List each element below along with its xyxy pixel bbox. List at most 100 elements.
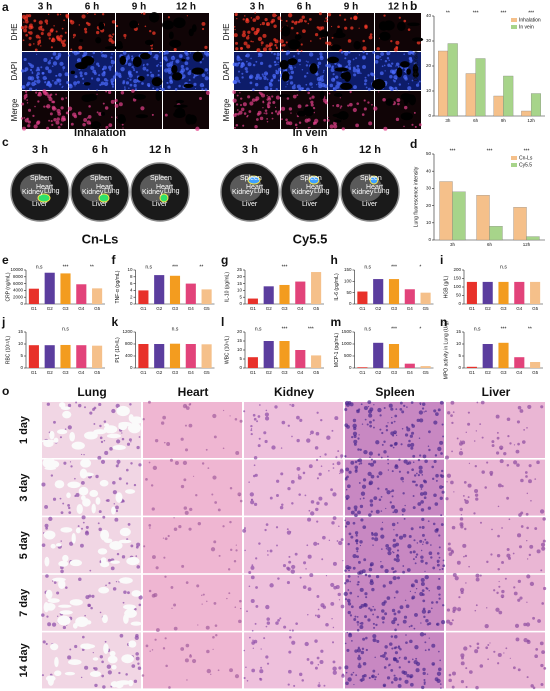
texture — [376, 615, 379, 619]
x-tick-label: 6h — [487, 242, 493, 247]
texture — [395, 117, 400, 121]
x-tick-label: G4 — [297, 306, 304, 311]
texture — [441, 423, 444, 426]
texture — [352, 418, 357, 423]
texture — [307, 61, 309, 63]
texture — [423, 491, 428, 496]
texture — [277, 79, 280, 82]
texture — [188, 423, 193, 428]
texture — [436, 622, 440, 626]
texture — [347, 602, 352, 606]
texture — [277, 61, 279, 63]
texture — [128, 87, 130, 89]
texture — [159, 87, 162, 90]
texture — [386, 676, 391, 680]
y-axis-label: TNF-α (pg/mL) — [115, 270, 121, 303]
texture — [417, 502, 422, 506]
significance: n.s — [364, 264, 371, 270]
texture — [363, 603, 368, 608]
texture — [370, 510, 373, 513]
texture — [264, 18, 268, 22]
panel-label: c — [2, 135, 9, 149]
texture — [86, 12, 89, 14]
texture — [506, 417, 511, 422]
significance: *** — [172, 264, 178, 270]
texture — [315, 507, 319, 512]
bar — [154, 344, 165, 368]
texture — [310, 511, 315, 516]
texture — [355, 542, 359, 545]
texture — [128, 438, 132, 442]
texture — [371, 78, 386, 90]
texture — [60, 123, 63, 126]
texture — [501, 596, 504, 599]
texture — [388, 663, 391, 667]
texture — [78, 577, 82, 581]
texture — [22, 86, 25, 89]
texture — [354, 531, 359, 535]
texture — [183, 506, 188, 510]
texture — [323, 684, 326, 687]
texture — [387, 455, 389, 458]
x-tick-label: 12h — [523, 242, 531, 247]
texture — [395, 554, 400, 559]
texture — [406, 568, 411, 572]
texture — [318, 682, 320, 684]
y-tick-label: 0 — [428, 237, 431, 242]
texture — [128, 679, 134, 687]
texture — [438, 593, 441, 596]
texture — [419, 492, 424, 496]
texture — [338, 599, 341, 601]
texture — [369, 424, 373, 428]
time-label: 3 h — [242, 144, 258, 156]
x-tick-label: G1 — [140, 370, 147, 375]
texture — [89, 670, 102, 678]
texture — [182, 403, 188, 409]
texture — [201, 594, 203, 597]
texture — [296, 31, 299, 35]
texture — [83, 453, 85, 456]
significance: *** — [391, 326, 397, 332]
image-cell — [143, 402, 242, 458]
texture — [394, 414, 398, 418]
texture — [234, 417, 238, 421]
texture — [260, 648, 262, 650]
texture — [89, 489, 99, 498]
texture — [68, 506, 71, 510]
significance: *** — [391, 264, 397, 270]
texture — [174, 107, 186, 118]
texture — [110, 60, 116, 65]
texture — [262, 47, 267, 52]
texture — [337, 450, 340, 453]
texture — [368, 451, 373, 456]
bar — [452, 191, 466, 241]
texture — [393, 47, 399, 52]
bar — [420, 366, 431, 368]
texture — [87, 115, 92, 119]
texture — [118, 581, 120, 583]
texture — [460, 590, 464, 595]
texture — [41, 71, 45, 75]
texture — [333, 32, 346, 39]
texture — [412, 506, 416, 510]
texture — [234, 606, 237, 609]
significance: *** — [282, 264, 288, 270]
texture — [251, 629, 254, 632]
texture — [47, 32, 52, 37]
texture — [51, 65, 54, 68]
texture — [84, 30, 88, 34]
texture — [103, 78, 108, 82]
legend-swatch — [511, 18, 517, 22]
texture — [437, 408, 441, 412]
texture — [137, 75, 145, 81]
texture — [52, 100, 56, 104]
texture — [353, 16, 358, 21]
texture — [103, 425, 118, 434]
bar — [138, 290, 149, 304]
texture — [236, 109, 239, 111]
texture — [447, 542, 451, 546]
texture — [64, 31, 67, 34]
texture — [114, 71, 118, 75]
texture — [362, 64, 366, 69]
texture — [245, 18, 249, 22]
